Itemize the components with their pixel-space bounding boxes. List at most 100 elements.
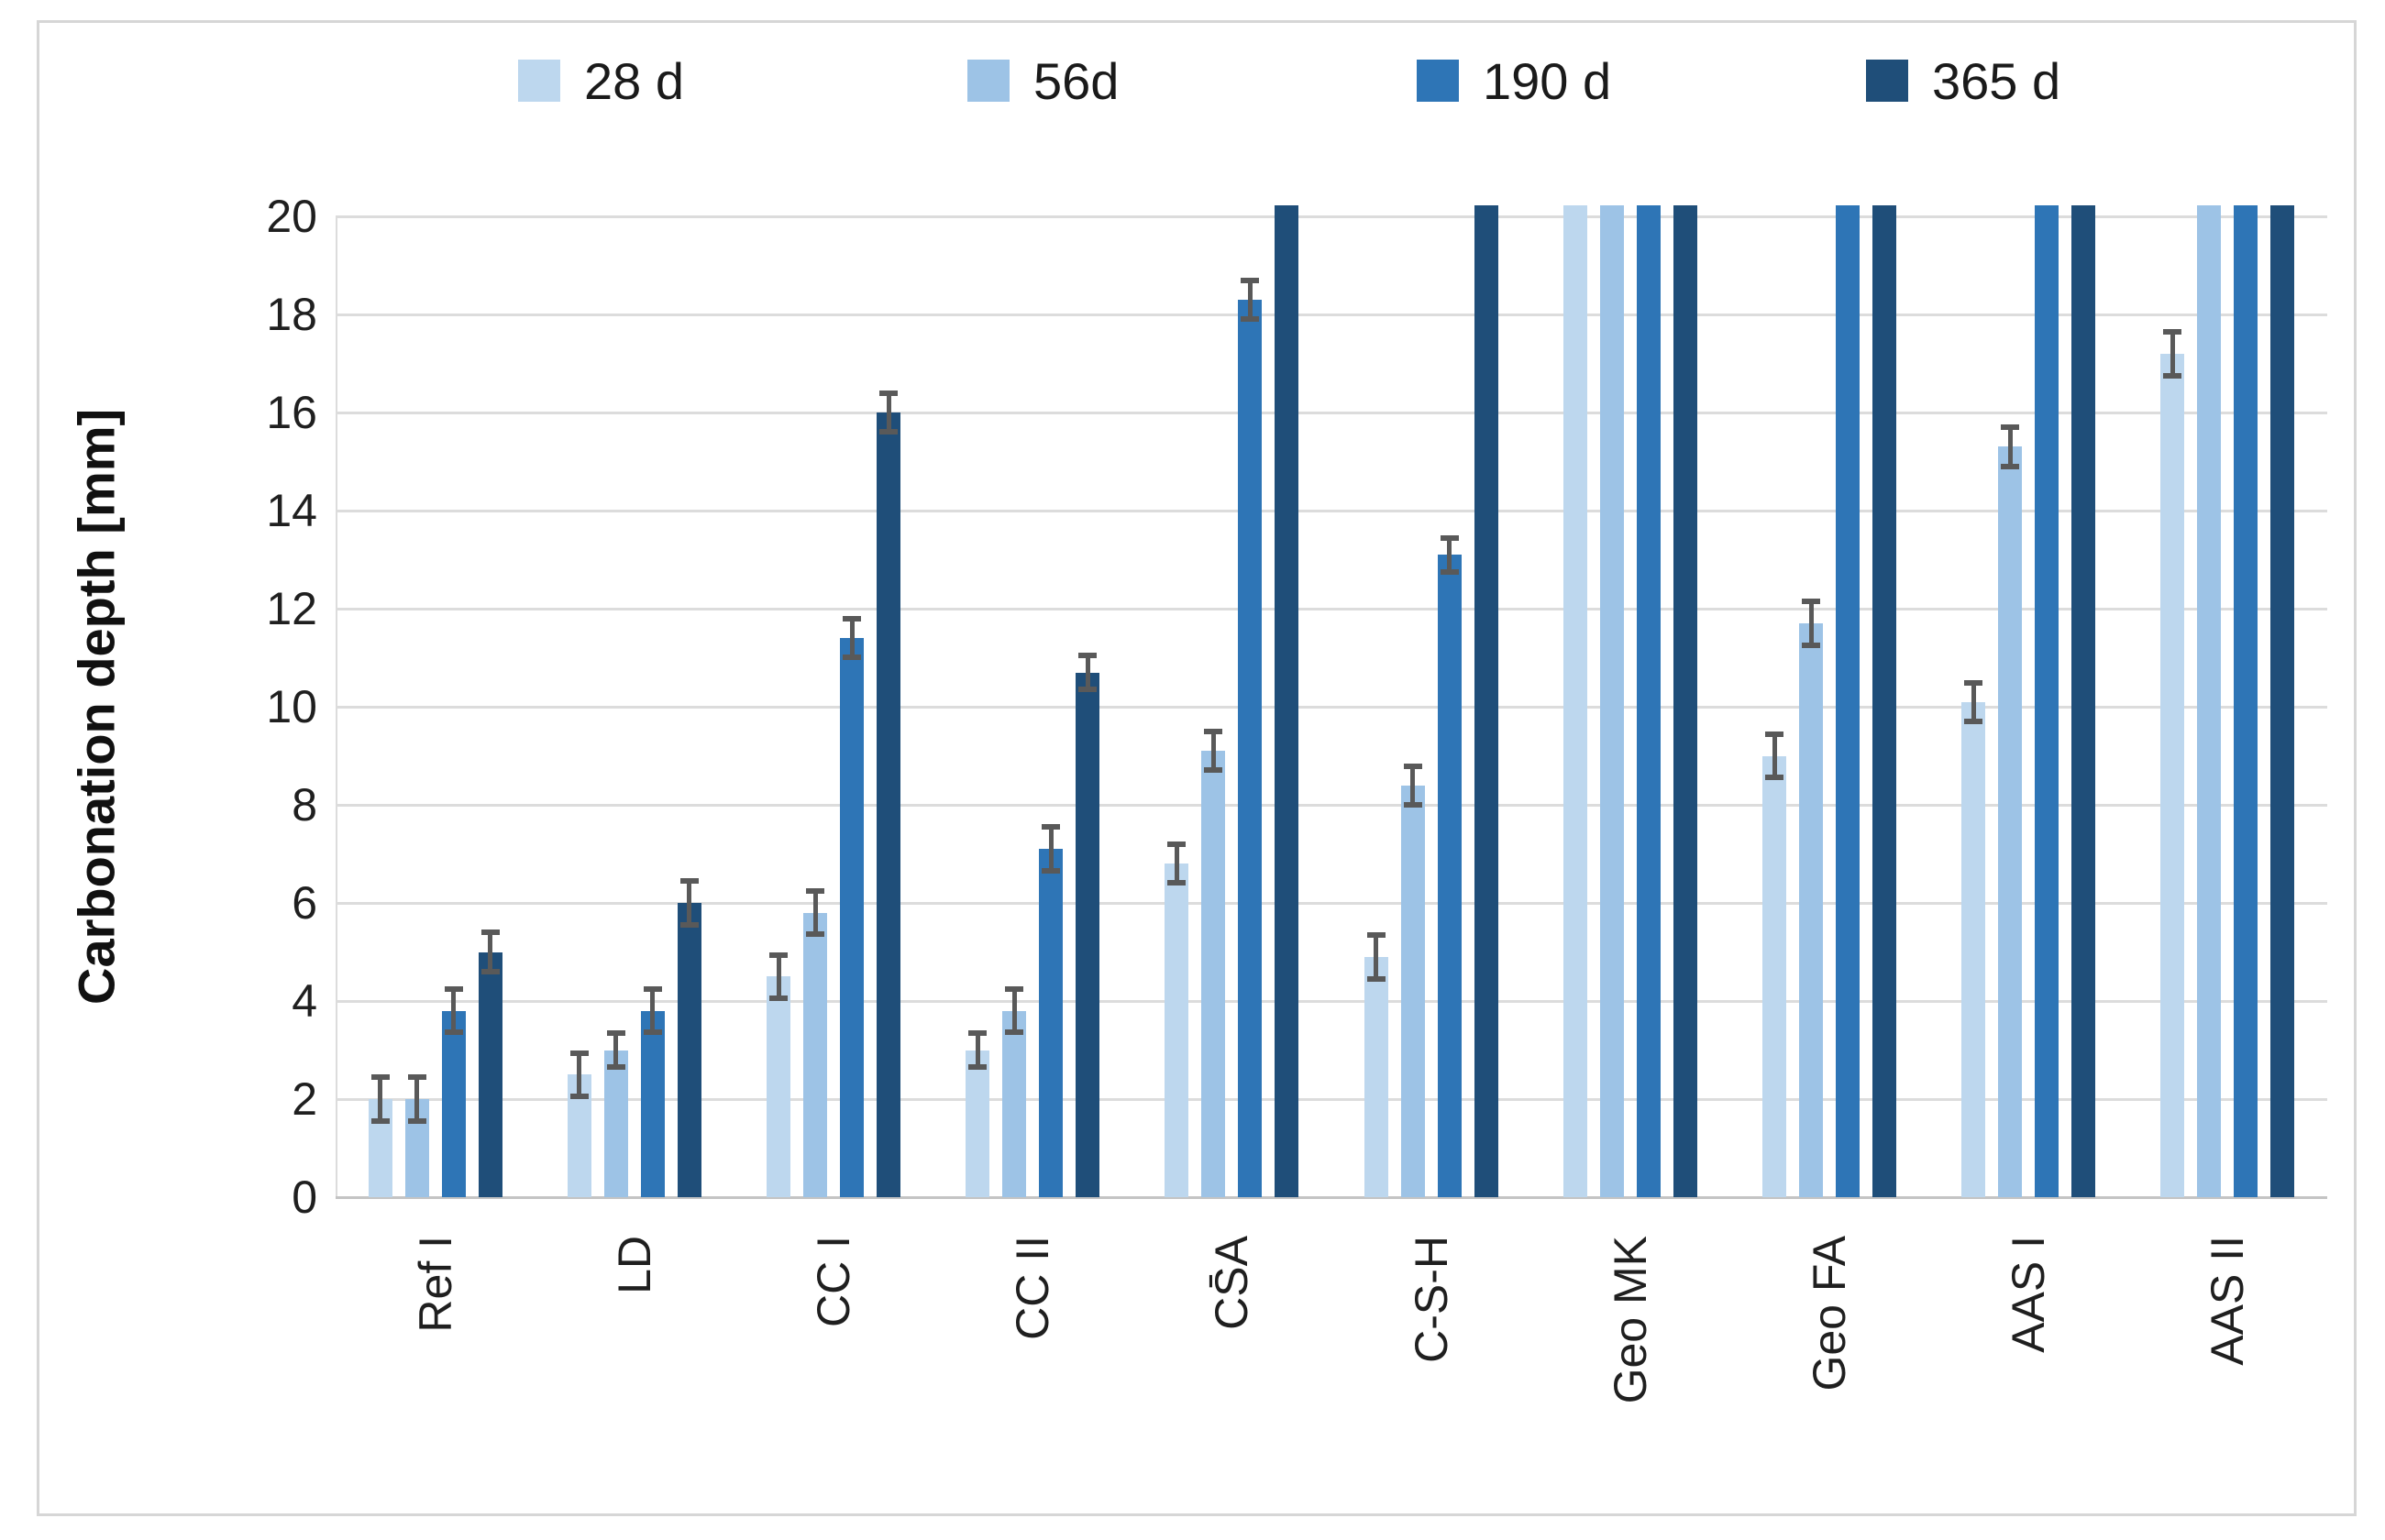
gridline [336, 510, 2327, 512]
error-bar-cap-top [569, 1050, 589, 1056]
bar-365d-Geo MK [1673, 205, 1697, 1197]
legend-label: 190 d [1483, 51, 1612, 110]
error-bar-cap-bottom [1241, 316, 1260, 323]
error-bar-cap-bottom [1005, 1029, 1024, 1036]
y-tick-label: 12 [266, 583, 317, 634]
gridline [336, 902, 2327, 905]
error-bar-cap-top [2163, 329, 2182, 336]
error-bar [968, 1030, 988, 1070]
legend-label: 56d [1033, 51, 1120, 110]
error-bar-cap-bottom [1440, 568, 1459, 575]
error-bar-stem [488, 930, 493, 974]
bar-56d-Geo FA [1799, 623, 1823, 1197]
error-bar-cap-bottom [2001, 463, 2020, 469]
bar-190d-LD [640, 1010, 665, 1197]
error-bar-cap-top [370, 1074, 390, 1081]
error-bar-cap-top [480, 930, 500, 936]
error-bar-cap-top [679, 878, 699, 885]
error-bar [370, 1074, 390, 1124]
error-bar-stem [1410, 763, 1416, 808]
gridline [336, 412, 2327, 414]
legend-item: 28 d [518, 44, 684, 117]
bar-365d-C-S-H [1474, 205, 1498, 1197]
x-category-label-CC II: CC II [1007, 1236, 1059, 1340]
y-tick-label: 20 [266, 191, 317, 242]
error-bar-cap-top [806, 887, 824, 894]
legend: 28 d 56d 190 d 365 d [0, 44, 2385, 117]
bar-190d-AAS I [2035, 205, 2059, 1197]
legend-item: 365 d [1866, 44, 2060, 117]
x-axis-line [336, 1196, 2327, 1199]
error-bar-cap-top [1366, 932, 1386, 939]
bar-365d-LD [677, 903, 701, 1197]
y-tick-label: 6 [292, 877, 317, 929]
error-bar-stem [776, 952, 781, 1001]
bar-365d-AAS I [2071, 205, 2096, 1197]
error-bar [1241, 277, 1260, 323]
gridline [336, 804, 2327, 807]
gridline [336, 1098, 2327, 1101]
error-bar-cap-top [1241, 277, 1260, 283]
error-bar-stem [812, 887, 818, 938]
error-bar-stem [1247, 277, 1253, 323]
error-bar-cap-top [643, 985, 662, 992]
error-bar [769, 952, 788, 1001]
gridline [336, 706, 2327, 709]
error-bar [444, 985, 463, 1036]
error-bar-stem [378, 1074, 383, 1124]
error-bar-stem [1971, 679, 1976, 724]
error-bar-stem [886, 390, 891, 435]
error-bar-stem [687, 878, 692, 928]
bar-28d-CC II [966, 1050, 990, 1197]
bar-190d-C-S-H [1437, 555, 1462, 1197]
error-bar-stem [1374, 932, 1379, 982]
error-bar-cap-top [1078, 653, 1098, 659]
error-bar [569, 1050, 589, 1099]
y-tick-label: 0 [292, 1172, 317, 1223]
error-bar-cap-top [968, 1030, 988, 1037]
bar-365d-Ref I [478, 952, 502, 1197]
error-bar-cap-bottom [769, 996, 788, 1001]
error-bar-stem [975, 1030, 980, 1070]
error-bar-cap-bottom [1167, 880, 1187, 886]
error-bar-cap-bottom [806, 931, 824, 938]
bar-28d-CS̄A [1165, 864, 1189, 1197]
error-bar-stem [1085, 653, 1090, 692]
error-bar-stem [1011, 985, 1017, 1036]
error-bar [1042, 824, 1061, 874]
error-bar-cap-top [1403, 763, 1422, 769]
error-bar [606, 1030, 625, 1070]
bar-56d-CC II [1002, 1010, 1027, 1197]
error-bar-cap-bottom [1403, 801, 1422, 808]
error-bar [1964, 679, 1983, 724]
error-bar [1167, 842, 1187, 886]
bar-28d-C-S-H [1364, 956, 1388, 1197]
y-tick-label: 2 [292, 1073, 317, 1125]
error-bar-cap-bottom [879, 429, 898, 435]
x-category-label-AAS I: AAS I [2003, 1236, 2055, 1353]
bar-28d-AAS II [2160, 353, 2185, 1197]
x-category-label-AAS II: AAS II [2202, 1236, 2254, 1366]
error-bar-stem [451, 985, 457, 1036]
bar-28d-AAS I [1961, 701, 1986, 1197]
bar-28d-Geo FA [1762, 755, 1786, 1197]
bar-190d-AAS II [2234, 205, 2258, 1197]
error-bar [1765, 731, 1783, 781]
error-bar-cap-bottom [1802, 642, 1820, 648]
bar-56d-C-S-H [1400, 785, 1425, 1197]
bar-365d-CC I [877, 412, 900, 1197]
error-bar-cap-top [843, 616, 861, 622]
error-bar-cap-bottom [843, 654, 861, 661]
y-tick-label: 4 [292, 975, 317, 1027]
error-bar-stem [2007, 424, 2013, 469]
gridline [336, 215, 2327, 218]
error-bar-cap-top [769, 952, 788, 958]
legend-marker [967, 60, 1010, 102]
error-bar-cap-bottom [370, 1117, 390, 1124]
error-bar [1403, 763, 1422, 808]
y-tick-label: 14 [266, 485, 317, 536]
x-category-label-LD: LD [608, 1236, 660, 1294]
error-bar-cap-top [407, 1074, 426, 1081]
bar-56d-CC I [803, 912, 827, 1197]
